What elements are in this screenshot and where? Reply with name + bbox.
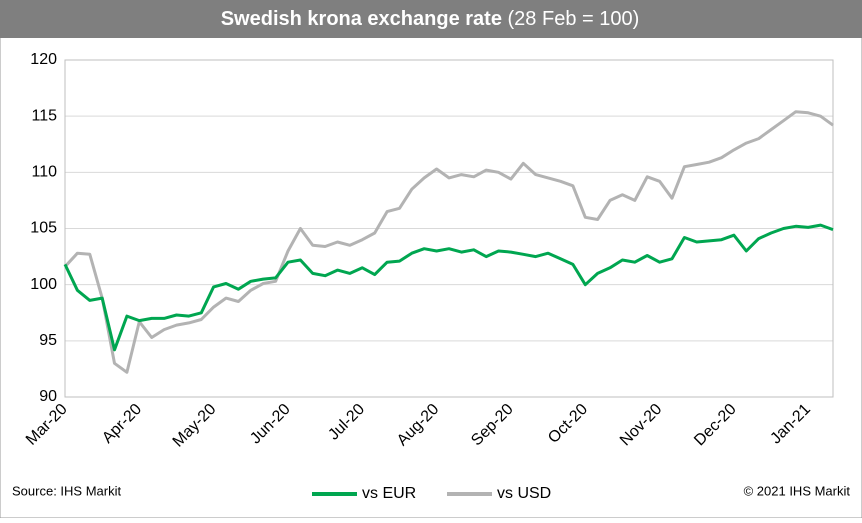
y-tick-label: 100 [30, 276, 57, 293]
legend-label: vs USD [497, 485, 551, 502]
y-tick-label: 120 [30, 51, 57, 68]
title-bar [0, 0, 862, 38]
legend-label: vs EUR [362, 485, 416, 502]
series-line [63, 223, 834, 352]
y-tick-label: 95 [39, 332, 57, 349]
y-tick-label: 115 [31, 107, 57, 124]
chart-subtitle: (28 Feb = 100) [508, 8, 640, 30]
y-tick-label: 90 [39, 388, 57, 405]
series-line [63, 110, 834, 374]
title-group: Swedish krona exchange rate (28 Feb = 10… [221, 8, 640, 30]
y-tick-label: 110 [31, 164, 57, 181]
y-tick-label: 105 [30, 220, 57, 237]
copyright: © 2021 IHS Markit [744, 483, 851, 498]
chart-title: Swedish krona exchange rate [221, 8, 502, 30]
source: Source: IHS Markit [12, 483, 121, 498]
